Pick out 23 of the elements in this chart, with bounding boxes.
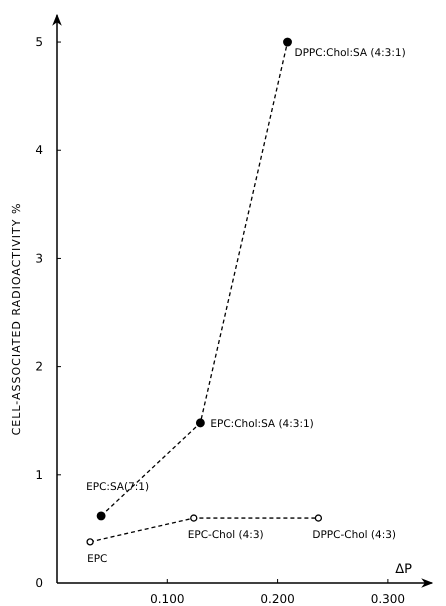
x-tick-label: 0.100 bbox=[150, 592, 184, 606]
annotation: EPC bbox=[87, 552, 108, 565]
annotation: EPC:SA(7:1) bbox=[86, 480, 150, 493]
x-tick-label: 0.300 bbox=[370, 592, 406, 606]
annotation: DPPC-Chol (4:3) bbox=[312, 529, 396, 542]
point bbox=[96, 511, 106, 520]
point bbox=[196, 418, 205, 428]
y-tick-label: 2 bbox=[35, 360, 43, 374]
annotation: DPPC:Chol:SA (4:3:1) bbox=[294, 47, 406, 60]
point bbox=[86, 538, 94, 546]
y-tick-label: 5 bbox=[35, 35, 43, 50]
y-tick-label: 3 bbox=[35, 251, 43, 266]
x-tick-label: 0.200 bbox=[260, 592, 295, 606]
y-tick-label: 4 bbox=[35, 143, 43, 158]
point bbox=[283, 38, 292, 46]
point bbox=[314, 514, 322, 522]
y-tick-label: 0 bbox=[35, 576, 43, 590]
annotation: EPC-Chol (4:3) bbox=[188, 529, 264, 542]
y-axis-title: CELL-ASSOCIATED RADIOACTIVITY % bbox=[10, 202, 23, 436]
annotation: EPC:Chol:SA (4:3:1) bbox=[210, 418, 314, 430]
y-tick-label: 1 bbox=[35, 468, 43, 482]
point bbox=[190, 514, 198, 522]
x-axis-title: ΔP bbox=[395, 562, 412, 577]
